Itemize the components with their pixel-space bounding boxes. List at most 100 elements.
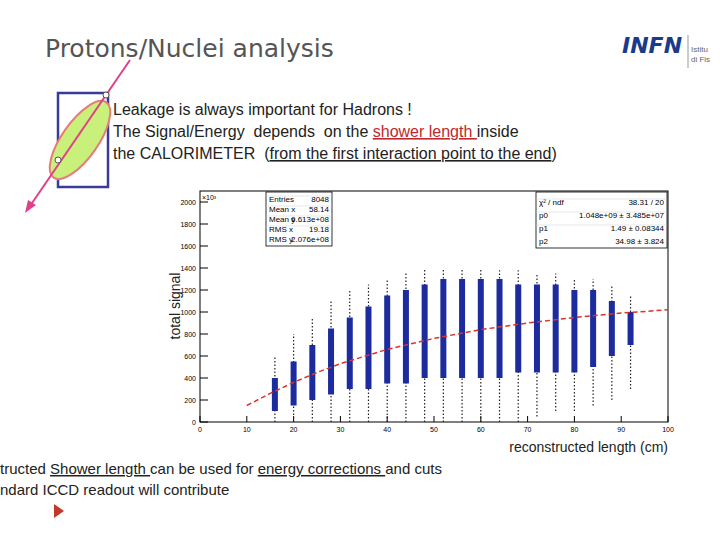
dense-range [309,345,315,400]
header-line: The Signal/Energy depends on the shower … [113,123,519,140]
fit-box-key: χ² / ndf [539,198,564,207]
dense-range [571,290,577,373]
dense-range [384,296,390,384]
text-run: shower length [373,123,477,140]
fit-box-sep [536,225,667,226]
logo-divider [688,35,689,68]
stats-box-key: Mean x [269,205,295,214]
y-multiplier: ×10³ [202,194,217,201]
x-tick [527,416,528,422]
x-tick-label: 100 [662,426,674,433]
dense-range [534,285,540,373]
dense-range [440,279,446,378]
y-tick-label: 1400 [180,265,196,272]
y-tick [200,378,208,379]
dense-range [609,301,615,356]
text-run: Shower length [50,460,150,477]
dense-range [459,279,465,378]
header-line: Leakage is always important for Hadrons … [113,101,412,118]
x-tick [574,416,575,422]
stats-box [266,192,332,246]
fit-box [536,192,667,248]
fit-box-key: p1 [539,224,548,233]
plot-frame [200,191,668,422]
x-tick-label: 80 [571,426,579,433]
y-tick [200,422,208,423]
y-axis-label: total signal [167,273,183,340]
x-tick [340,416,341,422]
fit-box-value: 1.048e+09 ± 3.485e+07 [579,211,664,220]
stats-box-value: 8048 [311,195,329,204]
x-tick [621,416,622,422]
y-tick [200,246,208,247]
text-run: the CALORIMETER ( [113,145,270,162]
stats-box-value: 6.613e+08 [291,215,330,224]
entry-point [103,92,109,98]
footer-line: tructed Shower length can be used for en… [0,460,442,477]
fit-box-key: p0 [539,211,548,220]
x-tick-label: 20 [290,426,298,433]
y-tick-label: 600 [184,353,196,360]
x-tick [246,416,247,422]
x-tick-label: 0 [198,426,202,433]
y-tick [200,334,208,335]
dense-range [328,329,334,395]
logo-sub: Istitu [691,45,708,54]
dense-range [365,307,371,390]
y-tick [200,268,208,269]
stats-box-sep [266,196,332,197]
text-run: from the first interaction point to the … [269,145,551,162]
stats-box-key: RMS y [269,235,293,244]
y-tick-label: 0 [192,419,196,426]
fit-box-value: 34.98 ± 3.824 [615,237,664,246]
slide-title: Protons/Nuclei analysis [45,34,334,63]
stats-box-value: 58.14 [309,205,330,214]
x-tick-label: 90 [617,426,625,433]
header-line: the CALORIMETER (from the first interact… [113,145,557,162]
footer-line: ndard ICCD readout will contribute [0,481,229,498]
dense-range [590,290,596,367]
y-tick-label: 1800 [180,221,196,228]
stats-box-sep [266,216,332,217]
y-tick [200,224,208,225]
fit-box-sep [536,212,667,213]
dense-range [403,290,409,384]
x-tick [200,416,201,422]
y-tick-label: 800 [184,331,196,338]
y-tick [200,312,208,313]
y-tick-label: 400 [184,375,196,382]
x-tick-label: 60 [477,426,485,433]
text-run: Leakage is always important for Hadrons … [113,101,412,118]
stats-box-value: 2.076e+08 [291,235,330,244]
x-axis-label: reconstructed length (cm) [509,439,668,455]
fit-curve [247,310,668,406]
stats-box-key: Entries [269,195,294,204]
text-run: and cuts [385,460,442,477]
text-run: can be used for [150,460,258,477]
x-tick-label: 50 [430,426,438,433]
fit-box-sep [536,199,667,200]
dense-range [553,285,559,373]
logo-sub: di Fis [691,55,710,64]
text-run: energy corrections [258,460,386,477]
data-marks [247,268,668,422]
stats-box-sep [266,226,332,227]
fit-box-value: 1.49 ± 0.08344 [611,224,665,233]
x-tick [434,416,435,422]
stats-box-key: RMS x [269,225,293,234]
x-tick-label: 40 [383,426,391,433]
y-tick-label: 2000 [180,199,196,206]
bullet [54,504,64,518]
y-tick-label: 1600 [180,243,196,250]
fit-box-value: 38.31 / 20 [628,198,664,207]
dense-range [497,279,503,378]
x-tick-label: 30 [337,426,345,433]
dense-range [628,312,634,345]
exit-point [55,157,61,163]
dense-range [272,378,278,411]
x-tick-label: 70 [524,426,532,433]
text-run: tructed [0,460,50,477]
fit-box-key: p2 [539,237,548,246]
y-tick-label: 200 [184,397,196,404]
y-tick [200,290,208,291]
